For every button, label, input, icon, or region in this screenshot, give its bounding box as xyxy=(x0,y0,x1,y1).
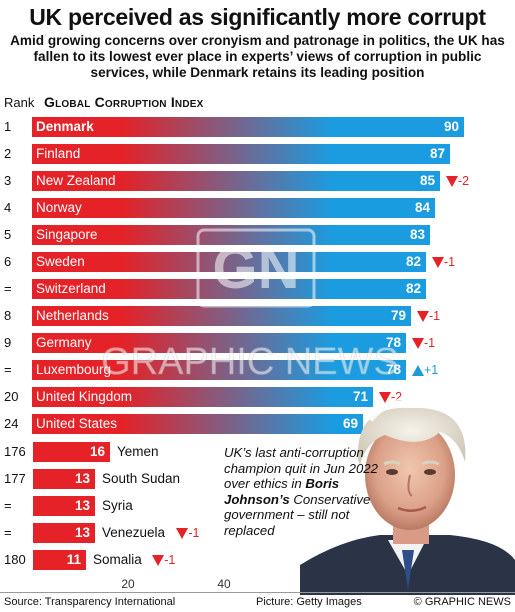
bar: Germany 78 xyxy=(32,333,406,353)
value-label: 87 xyxy=(429,146,445,161)
bar: Norway 84 xyxy=(32,198,435,218)
rank-change-up: +1 xyxy=(412,360,438,380)
value-label: 84 xyxy=(414,200,430,215)
value-label: 79 xyxy=(390,308,406,323)
rank-label: 6 xyxy=(4,254,12,269)
rank-label: 3 xyxy=(4,173,12,188)
rank-change-value: -2 xyxy=(391,390,403,404)
rank-change-value: -1 xyxy=(429,309,441,323)
rank-change-value: -1 xyxy=(444,255,456,269)
bar: Finland 87 xyxy=(32,144,450,164)
rank-label: 2 xyxy=(4,146,12,161)
bar: 11 xyxy=(33,550,86,570)
bar: United States 69 xyxy=(32,414,363,434)
rank-label: 177 xyxy=(4,471,26,486)
rank-label: 4 xyxy=(4,200,12,215)
rank-change-value: -2 xyxy=(458,174,470,188)
value-label: 78 xyxy=(385,335,401,350)
photo-caption: UK’s last anti-corruption champion quit … xyxy=(224,445,400,538)
bar: Singapore 83 xyxy=(32,225,430,245)
rank-change-down: -1 xyxy=(432,252,455,272)
rank-label: 8 xyxy=(4,308,12,323)
value-label: 71 xyxy=(352,389,368,404)
x-tick-label: 40 xyxy=(217,577,231,591)
country-label: New Zealand xyxy=(36,173,116,188)
rank-header: Rank xyxy=(4,95,35,110)
rank-change-down: -1 xyxy=(412,333,435,353)
x-tick-label: 20 xyxy=(121,577,135,591)
bar: 16 xyxy=(33,442,110,462)
footer-source: Source: Transparency International xyxy=(4,596,176,608)
chart-subtitle: Amid growing concerns over cronyism and … xyxy=(10,33,505,80)
value-label: 78 xyxy=(385,362,401,377)
rank-label: = xyxy=(4,281,12,296)
value-label: 13 xyxy=(74,498,90,513)
caption-part2: Conservative government – still not repl… xyxy=(224,491,371,538)
country-label: Syria xyxy=(102,498,133,513)
bar: Luxembourg 78 xyxy=(32,360,406,380)
rank-label: 20 xyxy=(4,389,19,404)
country-label: Yemen xyxy=(117,444,159,459)
rank-label: 5 xyxy=(4,227,12,242)
country-label: Singapore xyxy=(36,227,98,242)
rank-label: 9 xyxy=(4,335,12,350)
portrait-photo xyxy=(300,390,515,595)
chart-title: UK perceived as significantly more corru… xyxy=(29,4,486,30)
caption-bold-name: Boris Johnson’s xyxy=(224,476,340,507)
value-label: 82 xyxy=(405,254,421,269)
bar: United Kingdom 71 xyxy=(32,387,373,407)
value-label: 69 xyxy=(342,416,358,431)
country-label: Norway xyxy=(36,200,82,215)
value-label: 13 xyxy=(74,525,90,540)
rank-label: 1 xyxy=(4,119,12,134)
caption-part1: UK’s last anti-corruption champion quit … xyxy=(224,445,378,491)
value-label: 90 xyxy=(443,119,459,134)
rank-label: = xyxy=(4,498,12,513)
rank-change-value: -1 xyxy=(164,553,176,567)
bar: 13 xyxy=(33,496,95,516)
value-label: 16 xyxy=(89,444,105,459)
rank-change-down: -2 xyxy=(446,171,469,191)
value-label: 13 xyxy=(74,471,90,486)
rank-label: = xyxy=(4,362,12,377)
bar: Netherlands 79 xyxy=(32,306,411,326)
bar: 13 xyxy=(33,469,95,489)
rank-change-value: +1 xyxy=(424,363,439,377)
footer-divider xyxy=(0,592,515,593)
bar: 13 xyxy=(33,523,95,543)
rank-label: 176 xyxy=(4,444,26,459)
rank-label: 180 xyxy=(4,552,26,567)
bar: New Zealand 85 xyxy=(32,171,440,191)
rank-label: = xyxy=(4,525,12,540)
country-label: Switzerland xyxy=(36,281,106,296)
country-label: South Sudan xyxy=(102,471,181,486)
footer-picture-credit: Picture: Getty Images xyxy=(256,596,362,608)
footer-copyright: © GRAPHIC NEWS xyxy=(413,596,511,608)
rank-change-down: -2 xyxy=(379,387,402,407)
country-label: Luxembourg xyxy=(36,362,112,377)
country-label: Finland xyxy=(36,146,81,161)
bar: Denmark 90 xyxy=(32,117,464,137)
country-label: Denmark xyxy=(36,119,94,134)
bar: Sweden 82 xyxy=(32,252,426,272)
country-label: Netherlands xyxy=(36,308,109,323)
country-label: Germany xyxy=(36,335,92,350)
rank-label: 24 xyxy=(4,416,19,431)
rank-change-down: -1 xyxy=(417,306,440,326)
country-label: United States xyxy=(36,416,118,431)
value-label: 83 xyxy=(409,227,425,242)
rank-change-down: -1 xyxy=(152,550,175,570)
bar: Switzerland 82 xyxy=(32,279,426,299)
value-label: 85 xyxy=(419,173,435,188)
index-header: Global Corruption Index xyxy=(44,94,204,110)
country-label: Sweden xyxy=(36,254,85,269)
rank-change-value: -1 xyxy=(424,336,436,350)
value-label: 82 xyxy=(405,281,421,296)
country-label: United Kingdom xyxy=(36,389,133,404)
value-label: 11 xyxy=(66,552,81,567)
rank-change-value: -1 xyxy=(188,526,200,540)
rank-change-down: -1 xyxy=(176,523,200,543)
country-label: Somalia xyxy=(93,552,142,567)
country-label: Venezuela xyxy=(102,525,166,540)
